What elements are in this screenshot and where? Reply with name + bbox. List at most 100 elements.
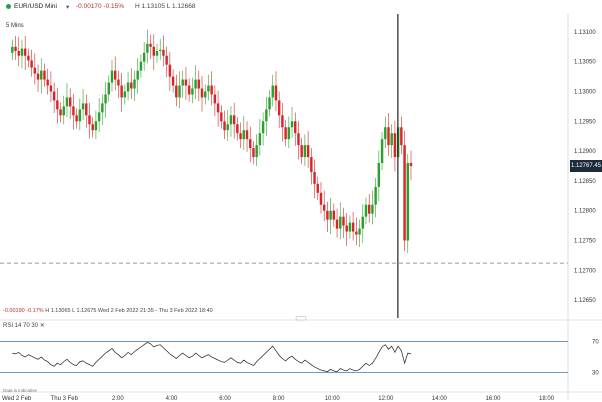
candle-body [36,73,40,80]
candle-body [223,121,226,131]
candle-body [81,103,85,110]
candle-body [332,210,336,220]
candle-body [210,85,213,95]
candle-body [216,103,220,113]
time-tick-label: 16:00 [485,396,501,402]
candle-body [14,46,17,51]
panel-resize-handle [295,316,307,321]
candle-body [380,139,384,164]
info-range: Wed 2 Feb 2022 21:35 - Thu 3 Feb 2022 18… [97,308,213,314]
price-tick-label: 1.12900 [574,149,596,155]
candle-body [229,115,233,125]
candle-body [184,79,188,86]
price-tick-label: 1.12850 [574,179,596,185]
candle-body [181,79,184,86]
candle-body [287,127,291,140]
candle-body [348,222,352,232]
high-low-values: H 1.13105 L 1.12668 [135,2,196,10]
candle-body [130,82,133,89]
candle-body [46,79,49,86]
candle-body [232,115,236,125]
candle-body [322,204,326,211]
candle-body [406,163,410,241]
candle-body [361,216,364,229]
time-tick-label: Wed 2 Feb [2,396,32,402]
candle-body [306,145,310,158]
candle-body [242,130,246,140]
rsi-legend[interactable]: RSI 14 70 30 ✕ [3,323,45,329]
candle-body [226,124,229,131]
price-tick-label: 1.13050 [574,60,596,66]
time-tick-label: 14:00 [432,396,448,402]
candle-body [387,127,390,146]
candle-body [88,115,91,125]
candle-body [68,97,72,107]
candle-body [294,121,297,134]
candle-body [113,70,117,80]
candle-body [403,145,406,241]
candle-body [358,228,361,235]
candle-body [258,133,262,146]
candle-body [400,127,403,146]
candle-body [30,60,33,68]
candle-body [207,85,210,92]
candle-body [342,216,345,226]
candle-body [297,133,300,146]
change-value: -0.00170 -0.15% [76,2,125,10]
candle-body [139,61,143,71]
candle-body [274,85,278,101]
candle-body [123,91,127,98]
candle-body [65,97,69,107]
time-tick-label: 8:00 [273,396,285,402]
time-tick-label: 2:00 [112,396,124,402]
candle-body [271,85,274,98]
candle-body [133,79,136,89]
candle-body [390,133,393,146]
rsi-tick-label: 70 [592,340,599,346]
candle-body [335,219,339,229]
candle-body [200,88,204,98]
candle-body [27,55,30,61]
info-high-low: H 1.13065 L 1.12675 [45,308,97,314]
candle-body [72,106,75,116]
candle-body [62,106,65,116]
candle-body [377,163,381,187]
candle-body [178,85,181,98]
candle-body [326,210,329,220]
price-tick-label: 1.12750 [574,239,596,245]
info-line: -0.00190 -0.17% H 1.13065 L 1.12675 Wed … [3,308,213,314]
candle-body [91,124,94,131]
rsi-line [12,341,412,373]
candle-body [197,79,201,89]
candle-body [187,85,191,95]
candle-body [284,127,287,140]
chevron-down-icon[interactable]: ▾ [66,3,70,11]
chart-header: EUR/USD Mini ▾ -0.00170 -0.15% H 1.13105… [0,0,602,14]
price-tick-label: 1.12800 [574,209,596,215]
candle-body [239,133,242,140]
candle-body [249,139,252,149]
candle-body [213,94,217,104]
candle-body [117,79,120,86]
timeframe-label: 5 Mins [6,23,24,29]
candle-body [191,88,194,95]
candle-body [94,121,98,131]
candle-body [313,171,316,184]
time-tick-label: 10:00 [325,396,341,402]
candle-body [175,85,178,98]
candle-body [281,115,284,128]
candle-body [110,70,114,83]
candle-body [252,148,255,158]
candle-body [194,79,197,89]
time-tick-label: 6:00 [219,396,231,402]
data-indicative-note: Data is indicative [3,388,38,393]
candle-body [220,112,223,122]
candle-body [104,94,107,104]
candle-body [49,85,53,92]
candle-body [277,100,281,116]
symbol-label[interactable]: EUR/USD Mini [14,2,57,10]
time-axis: Wed 2 Feb Thu 3 Feb 2:00 4:00 6:00 8:00 10:00 1… [2,396,555,402]
candle-body [33,67,37,74]
price-axis: 1.13100 1.13050 1.13000 1.12950 1.12900 1.128… [574,30,596,304]
